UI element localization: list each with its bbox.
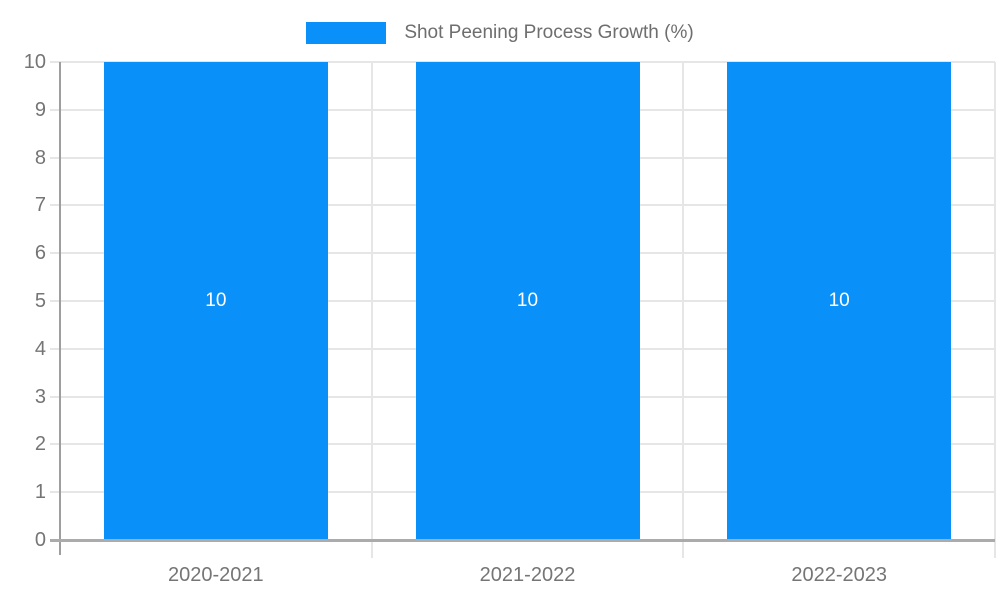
bar-value-label: 10 (516, 290, 539, 311)
category-gridline (370, 62, 373, 558)
bar-value-label: 10 (205, 290, 227, 311)
y-tick-label: 5 (34, 290, 46, 312)
bar: 10 (727, 62, 952, 540)
x-axis-baseline (50, 539, 995, 542)
y-tick-label: 0 (34, 529, 46, 551)
y-tick-label: 7 (34, 194, 46, 217)
y-tick-label: 9 (34, 98, 46, 121)
x-tick-label: 2021-2022 (479, 564, 576, 586)
legend-label: Shot Peening Process Growth (%) (404, 22, 694, 43)
bar: 10 (415, 62, 640, 540)
legend-swatch (306, 22, 387, 44)
y-tick-label: 4 (34, 337, 46, 360)
legend: Shot Peening Process Growth (%) (0, 19, 1000, 47)
y-tick-label: 10 (23, 51, 46, 73)
bar: 10 (103, 62, 328, 540)
y-tick-label: 1 (34, 481, 46, 504)
y-tick-label: 3 (34, 385, 46, 408)
x-tick-label: 2020-2021 (168, 564, 264, 586)
category-gridline (994, 62, 996, 558)
y-tick-label: 8 (34, 146, 46, 169)
bar-value-label: 10 (828, 290, 850, 311)
y-tick-label: 2 (34, 433, 46, 456)
category-gridline (682, 62, 685, 558)
x-tick-label: 2022-2023 (791, 564, 887, 586)
y-tick-label: 6 (34, 242, 46, 265)
y-axis-line (59, 62, 61, 555)
